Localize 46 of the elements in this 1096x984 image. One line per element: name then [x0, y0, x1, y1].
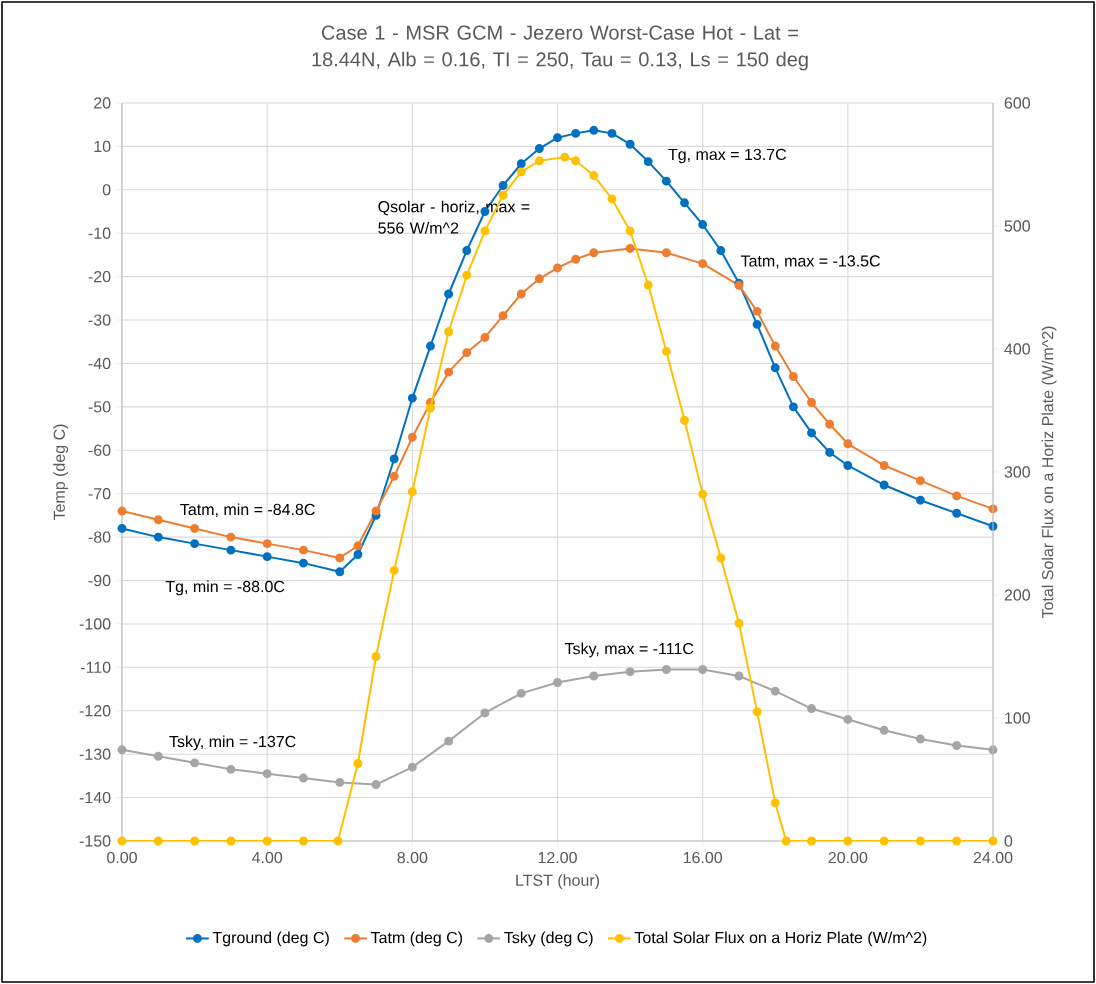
legend-label: Total Solar Flux on a Horiz Plate (W/m^2): [634, 931, 927, 947]
x-tick-label: 0.00: [107, 851, 137, 864]
y-tick-label: -10: [88, 227, 111, 239]
x-tick-label: 16.00: [683, 851, 723, 864]
x-tick-label: 24.00: [973, 851, 1013, 864]
y-tick-label: -70: [88, 488, 111, 500]
legend-label: Tatm (deg C): [370, 931, 463, 947]
x-tick-label: 4.00: [251, 851, 283, 864]
y2-tick-label: 500: [1004, 220, 1031, 232]
x-tick-label: 20.00: [828, 851, 868, 864]
annotation: Tg, max = 13.7C: [668, 148, 787, 164]
annotation: Tsky, min = -137C: [169, 735, 296, 751]
y-tick-label: -80: [88, 531, 111, 543]
x-tick-label: 8.00: [397, 851, 428, 864]
y-tick-label: -150: [79, 835, 111, 847]
y-tick-label: -50: [88, 401, 111, 413]
x-tick-label: 12.00: [538, 851, 577, 864]
annotation: Tatm, min = -84.8C: [180, 503, 315, 518]
y-tick-label: -90: [88, 574, 111, 587]
y-tick-label: -100: [79, 618, 111, 630]
y-axis-title: Temp (deg C): [53, 424, 69, 521]
annotation: Tatm, max = -13.5C: [740, 255, 880, 269]
y-tick-label: -140: [79, 791, 111, 804]
legend-label: Tground (deg C): [212, 931, 329, 947]
y2-tick-label: 600: [1004, 97, 1031, 109]
y2-tick-label: 100: [1005, 712, 1031, 724]
y-tick-label: -110: [80, 661, 111, 673]
x-axis-title: LTST (hour): [516, 874, 600, 890]
y-tick-label: -130: [79, 748, 111, 760]
y-tick-label: -30: [88, 314, 111, 326]
y-tick-label: -120: [79, 705, 111, 717]
chart-title: Case 1 - MSR GCM - Jezero Worst-Case Hot - Lat = 18.44N, Alb = 0.16, TI = 250, Tau = 0.13, Ls = 150 deg: [312, 25, 808, 71]
y2-tick-label: 0: [1004, 835, 1013, 847]
y2-axis-title: Total Solar Flux on a Horiz Plate (W/m^2): [1041, 326, 1057, 619]
y-tick-label: 20: [94, 97, 111, 109]
annotation: Tg, min = -88.0C: [165, 580, 285, 596]
y2-tick-label: 200: [1004, 589, 1031, 601]
y-tick-label: -40: [88, 357, 111, 370]
y-tick-label: 10: [94, 140, 111, 153]
legend-label: Tsky (deg C): [504, 931, 593, 947]
y-tick-label: -60: [88, 444, 111, 456]
annotation: Tsky, max = -111C: [564, 642, 694, 658]
y-tick-label: -20: [88, 270, 111, 283]
y2-tick-label: 300: [1004, 466, 1031, 478]
y2-tick-label: 400: [1004, 343, 1031, 355]
y-tick-label: 0: [102, 184, 111, 196]
